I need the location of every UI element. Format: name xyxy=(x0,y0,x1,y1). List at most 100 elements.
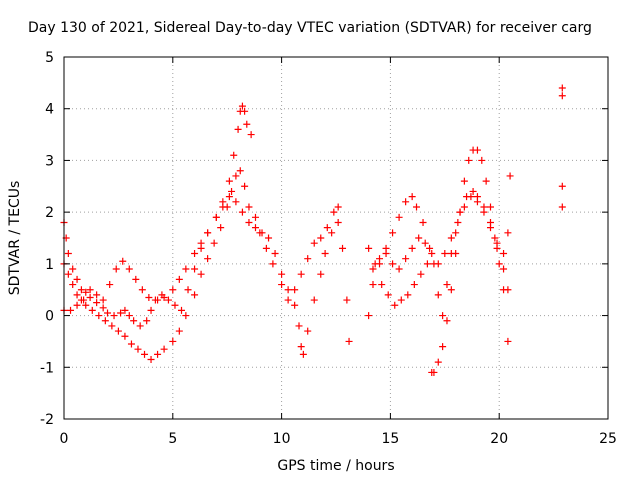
data-point xyxy=(230,151,238,159)
data-point xyxy=(93,299,101,307)
data-point xyxy=(232,172,240,180)
data-point xyxy=(310,296,318,304)
data-point xyxy=(106,281,114,289)
data-point xyxy=(460,177,468,185)
data-point xyxy=(80,296,88,304)
data-point xyxy=(321,250,329,258)
data-point xyxy=(402,198,410,206)
data-point xyxy=(228,187,236,195)
plot-frame xyxy=(63,56,609,420)
data-point xyxy=(265,234,273,242)
data-point xyxy=(413,203,421,211)
data-point xyxy=(77,286,85,294)
y-tick-label: 1 xyxy=(45,257,54,273)
data-point xyxy=(317,270,325,278)
data-point xyxy=(164,296,172,304)
data-point xyxy=(291,301,299,309)
data-point xyxy=(88,306,96,314)
data-point xyxy=(297,270,305,278)
data-point xyxy=(204,255,212,263)
x-tick-label: 10 xyxy=(273,431,291,447)
data-point xyxy=(241,182,249,190)
data-point xyxy=(121,332,129,340)
data-point xyxy=(99,296,107,304)
data-point xyxy=(69,265,77,273)
y-tick-label: -1 xyxy=(40,360,54,376)
data-point xyxy=(410,281,418,289)
data-point xyxy=(323,224,331,232)
data-points xyxy=(60,84,566,376)
data-point xyxy=(491,234,499,242)
data-point xyxy=(69,281,77,289)
data-point xyxy=(147,306,155,314)
data-point xyxy=(439,343,447,351)
y-tick-label: 3 xyxy=(45,153,54,169)
data-point xyxy=(86,293,94,301)
data-point xyxy=(184,286,192,294)
data-point xyxy=(369,265,377,273)
data-point xyxy=(145,293,153,301)
data-point xyxy=(134,345,142,353)
data-point xyxy=(297,343,305,351)
data-point xyxy=(389,229,397,237)
series-track-3 xyxy=(60,193,342,314)
data-point xyxy=(178,306,186,314)
data-point xyxy=(138,286,146,294)
data-point xyxy=(443,281,451,289)
data-point xyxy=(330,208,338,216)
data-point xyxy=(182,265,190,273)
data-point xyxy=(121,306,129,314)
data-point xyxy=(251,224,259,232)
data-point xyxy=(151,296,159,304)
data-point xyxy=(132,275,140,283)
data-point xyxy=(243,120,251,128)
data-point xyxy=(284,296,292,304)
data-point xyxy=(125,312,133,320)
data-point xyxy=(232,198,240,206)
data-point xyxy=(110,312,118,320)
data-point xyxy=(334,203,342,211)
data-point xyxy=(127,340,135,348)
data-point xyxy=(219,203,227,211)
x-axis-label: GPS time / hours xyxy=(277,458,394,474)
x-tick-label: 5 xyxy=(168,431,177,447)
data-point xyxy=(125,265,133,273)
data-point xyxy=(417,270,425,278)
data-point xyxy=(197,270,205,278)
y-tick-label: -2 xyxy=(40,412,54,428)
data-point xyxy=(171,301,179,309)
data-point xyxy=(73,301,81,309)
axis-ticks: 0 5 10 15 20 25 -2 -1 0 1 2 3 4 5 xyxy=(40,50,617,447)
x-tick-label: 20 xyxy=(490,431,508,447)
data-point xyxy=(415,234,423,242)
data-point xyxy=(558,203,566,211)
data-point xyxy=(441,250,449,258)
data-point xyxy=(169,337,177,345)
data-point xyxy=(421,239,429,247)
data-point xyxy=(365,312,373,320)
data-point xyxy=(443,317,451,325)
data-point xyxy=(506,172,514,180)
data-point xyxy=(191,250,199,258)
data-point xyxy=(558,182,566,190)
y-axis-label: SDTVAR / TECUs xyxy=(7,181,23,296)
series-track-6 xyxy=(369,172,514,273)
data-point xyxy=(486,203,494,211)
series-track-7 xyxy=(558,84,566,211)
data-point xyxy=(245,218,253,226)
y-tick-label: 4 xyxy=(45,102,54,118)
y-tick-label: 5 xyxy=(45,50,54,66)
data-point xyxy=(93,291,101,299)
data-point xyxy=(343,296,351,304)
data-point xyxy=(236,167,244,175)
data-point xyxy=(558,92,566,100)
data-point xyxy=(452,250,460,258)
data-point xyxy=(430,368,438,376)
data-point xyxy=(402,255,410,263)
data-point xyxy=(369,281,377,289)
data-point xyxy=(423,260,431,268)
data-point xyxy=(493,239,501,247)
data-point xyxy=(473,146,481,154)
data-point xyxy=(101,317,109,325)
